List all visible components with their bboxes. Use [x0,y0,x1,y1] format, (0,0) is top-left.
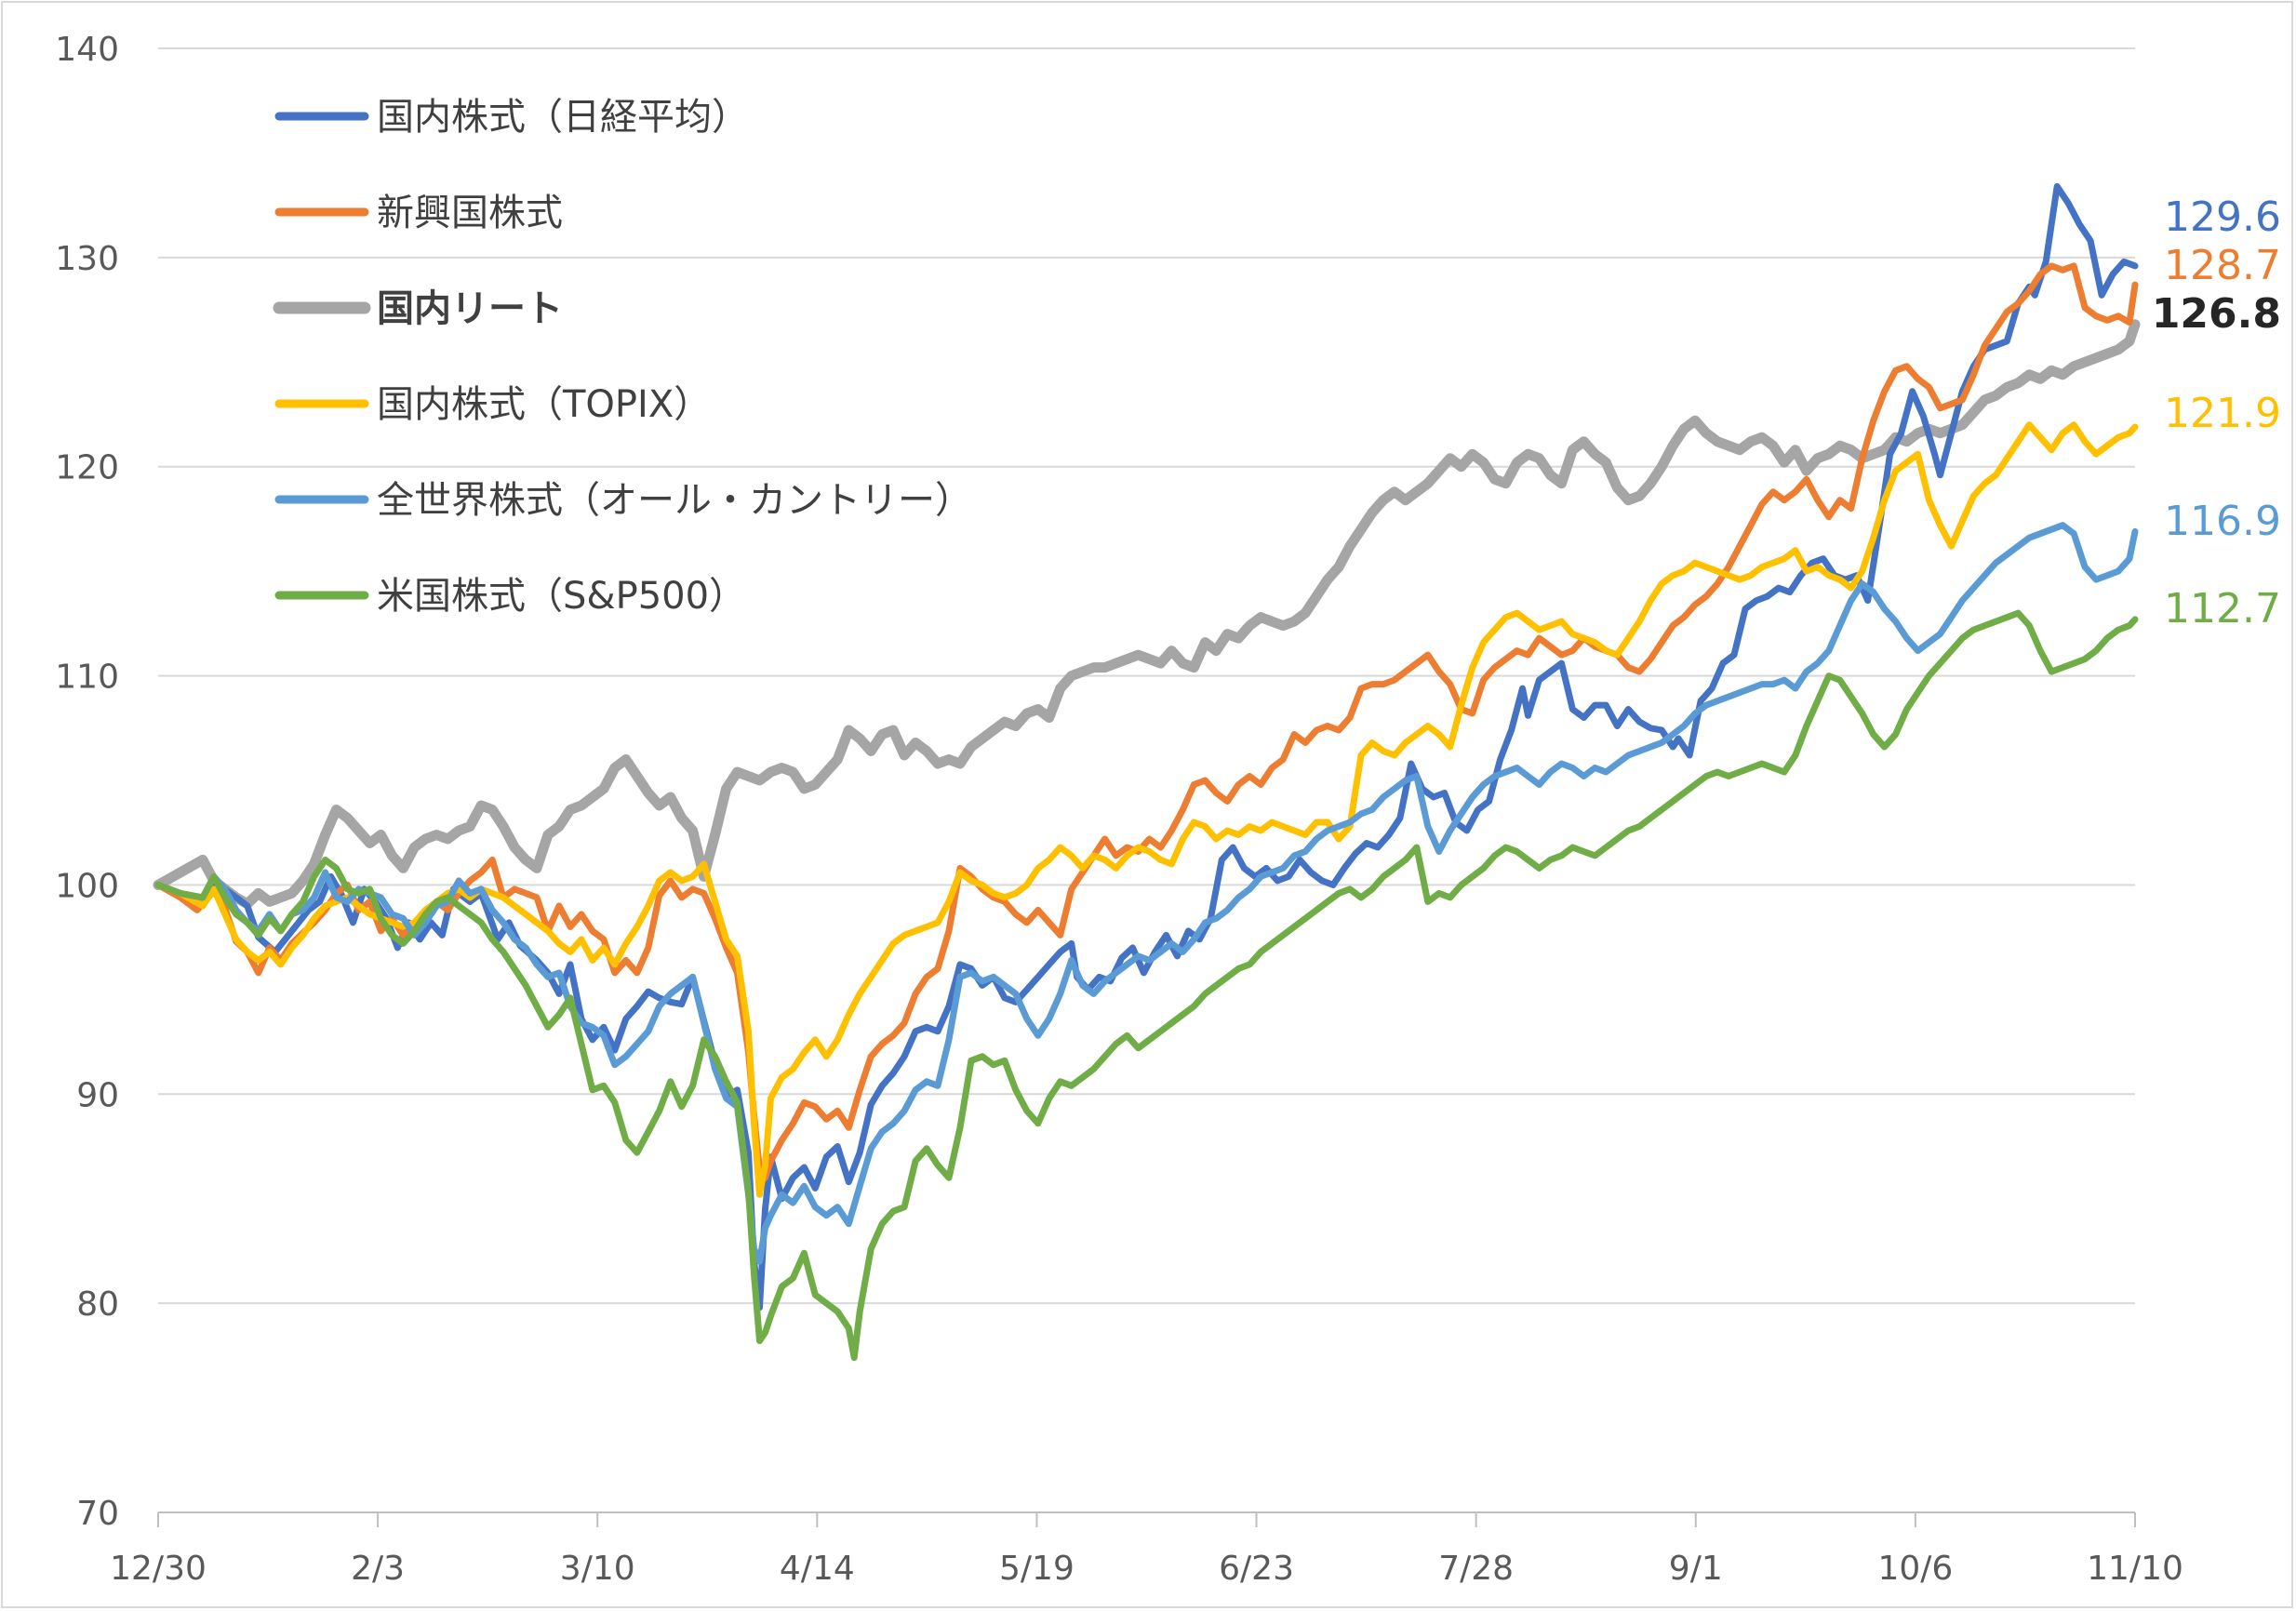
x-tick-label-9: 11/10 [2087,1550,2183,1588]
end-label-3: 121.9 [2164,390,2281,437]
y-tick-label-110: 110 [55,659,119,697]
gridlines [158,47,2135,1305]
legend-label-0: 国内株式（日経平均） [377,96,749,139]
y-axis: 70 80 90 100 110 120 130 140 [55,31,119,1533]
y-tick-label-120: 120 [55,449,119,487]
x-tick-label-2: 3/10 [560,1550,635,1588]
y-tick-label-100: 100 [55,867,119,905]
legend-label-3: 国内株式（TOPIX） [377,383,711,426]
x-tick-label-8: 10/6 [1877,1550,1953,1588]
end-label-1: 128.7 [2164,242,2281,289]
end-label-5: 112.7 [2164,585,2281,632]
series-line-5 [154,609,2139,1362]
x-tick-label-4: 5/19 [999,1550,1075,1588]
end-label-2: 126.8 [2152,290,2281,338]
y-tick-label-140: 140 [55,31,119,69]
series-line-1 [154,262,2139,1181]
x-tick-label-0: 12/30 [110,1550,207,1588]
legend-label-5: 米国株式（S&P500） [377,575,746,618]
x-tick-label-6: 7/28 [1438,1550,1514,1588]
x-tick-label-1: 2/3 [351,1550,405,1588]
x-tick-label-7: 9/1 [1669,1550,1723,1588]
end-label-0: 129.6 [2164,193,2281,241]
y-tick-label-130: 130 [55,240,119,278]
y-tick-label-90: 90 [76,1076,119,1114]
legend-label-1: 新興国株式 [377,192,563,234]
x-tick-label-3: 4/14 [780,1550,855,1588]
series-line-4 [154,522,2139,1265]
series-line-3 [154,421,2139,1198]
series-line-2 [153,319,2141,910]
y-tick-label-80: 80 [76,1285,119,1324]
series-line-0 [154,182,2139,1311]
y-tick-label-70: 70 [76,1495,119,1533]
series-lines [153,182,2141,1362]
legend-label-2: 国内リート [377,287,563,330]
x-axis: 12/30 2/3 3/10 4/14 5/19 6/23 7/28 9/1 10/6 11/10 [110,1511,2183,1588]
end-label-4: 116.9 [2164,498,2281,545]
x-tick-label-5: 6/23 [1219,1550,1294,1588]
legend-label-4: 全世界株式（オール・カントリー） [377,479,972,522]
